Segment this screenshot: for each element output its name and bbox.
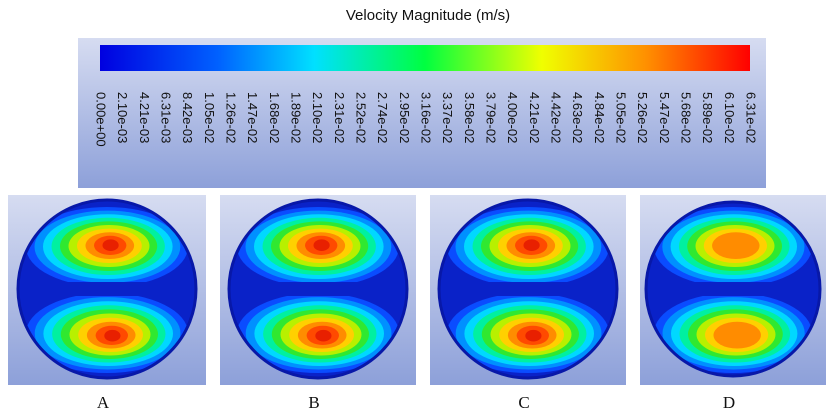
tick-label: 4.84e-02 bbox=[592, 92, 607, 143]
tick-label: 4.42e-02 bbox=[549, 92, 564, 143]
colorbar bbox=[100, 45, 750, 71]
rim bbox=[437, 198, 619, 380]
divider bbox=[646, 282, 820, 296]
tick-label: 1.89e-02 bbox=[289, 92, 304, 143]
tick-label: 3.58e-02 bbox=[462, 92, 477, 143]
tick-label: 5.89e-02 bbox=[700, 92, 715, 143]
contour bbox=[646, 202, 820, 376]
tick-label: 3.79e-02 bbox=[484, 92, 499, 143]
tick-label: 6.31e-02 bbox=[744, 92, 759, 143]
tick-label: 2.31e-02 bbox=[332, 92, 347, 143]
tick-label: 4.21e-03 bbox=[137, 92, 152, 143]
contour-panels: A B C D bbox=[8, 195, 826, 412]
tick-label: 1.26e-02 bbox=[224, 92, 239, 143]
contour-band bbox=[315, 329, 332, 342]
tick-label: 2.52e-02 bbox=[354, 92, 369, 143]
rim bbox=[644, 200, 822, 378]
tick-label: 1.47e-02 bbox=[245, 92, 260, 143]
divider bbox=[18, 282, 196, 296]
contour-band bbox=[102, 239, 119, 251]
tick-label: 6.10e-02 bbox=[722, 92, 737, 143]
contour-band bbox=[525, 329, 542, 342]
tick-label: 1.68e-02 bbox=[267, 92, 282, 143]
contour bbox=[229, 200, 407, 378]
tick-label: 4.00e-02 bbox=[505, 92, 520, 143]
contour bbox=[18, 200, 196, 378]
title: Velocity Magnitude (m/s) bbox=[346, 7, 510, 24]
contour bbox=[439, 200, 617, 378]
tick-label: 6.31e-03 bbox=[159, 92, 174, 143]
panel-label: C bbox=[518, 393, 529, 412]
tick-label: 4.21e-02 bbox=[527, 92, 542, 143]
contour-band bbox=[313, 239, 330, 251]
tick-label: 2.10e-02 bbox=[310, 92, 325, 143]
tick-label: 3.37e-02 bbox=[440, 92, 455, 143]
contour-band bbox=[713, 321, 761, 349]
contour-band bbox=[712, 232, 760, 259]
tick-label: 5.68e-02 bbox=[679, 92, 694, 143]
rim bbox=[16, 198, 198, 380]
tick-label: 4.63e-02 bbox=[570, 92, 585, 143]
contour-band bbox=[523, 239, 540, 251]
tick-label: 1.05e-02 bbox=[202, 92, 217, 143]
tick-label: 5.26e-02 bbox=[635, 92, 650, 143]
tick-label: 5.05e-02 bbox=[614, 92, 629, 143]
panel-label: B bbox=[308, 393, 319, 412]
tick-label: 0.00e+00 bbox=[94, 92, 109, 147]
tick-label: 3.16e-02 bbox=[419, 92, 434, 143]
tick-label: 5.47e-02 bbox=[657, 92, 672, 143]
tick-label: 2.74e-02 bbox=[375, 92, 390, 143]
colorbar-ticks: 0.00e+00 2.10e-03 4.21e-03 6.31e-03 8.42e-03… bbox=[94, 92, 759, 147]
rim bbox=[227, 198, 409, 380]
contour-band bbox=[104, 329, 121, 342]
tick-label: 2.10e-03 bbox=[115, 92, 130, 143]
divider bbox=[229, 282, 407, 296]
tick-label: 8.42e-03 bbox=[180, 92, 195, 143]
panel-label: A bbox=[97, 393, 110, 412]
panel-label: D bbox=[723, 393, 735, 412]
divider bbox=[439, 282, 617, 296]
tick-label: 2.95e-02 bbox=[397, 92, 412, 143]
